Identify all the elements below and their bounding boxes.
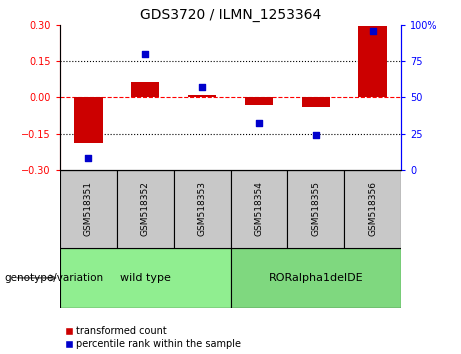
Bar <box>301 97 330 107</box>
Point <box>85 155 92 161</box>
Point <box>312 132 319 138</box>
Text: GSM518356: GSM518356 <box>368 181 377 236</box>
Bar <box>358 26 387 97</box>
Bar <box>74 97 102 143</box>
Text: wild type: wild type <box>120 273 171 283</box>
Bar <box>60 248 230 308</box>
Text: GSM518354: GSM518354 <box>254 181 263 236</box>
Bar <box>230 248 401 308</box>
Point <box>255 121 263 126</box>
Text: GSM518352: GSM518352 <box>141 181 150 236</box>
Bar <box>174 170 230 248</box>
Bar <box>230 170 287 248</box>
Bar <box>344 170 401 248</box>
Bar <box>131 82 160 97</box>
Bar <box>60 170 117 248</box>
Bar <box>117 170 174 248</box>
Text: genotype/variation: genotype/variation <box>5 273 104 283</box>
Bar <box>287 170 344 248</box>
Text: GSM518353: GSM518353 <box>198 181 207 236</box>
Text: RORalpha1delDE: RORalpha1delDE <box>268 273 363 283</box>
Bar <box>188 95 216 97</box>
Point <box>369 28 376 33</box>
Bar <box>245 97 273 104</box>
Point <box>142 51 149 57</box>
Point <box>198 84 206 90</box>
Legend: transformed count, percentile rank within the sample: transformed count, percentile rank withi… <box>65 326 242 349</box>
Title: GDS3720 / ILMN_1253364: GDS3720 / ILMN_1253364 <box>140 8 321 22</box>
Text: GSM518355: GSM518355 <box>311 181 320 236</box>
Text: GSM518351: GSM518351 <box>84 181 93 236</box>
